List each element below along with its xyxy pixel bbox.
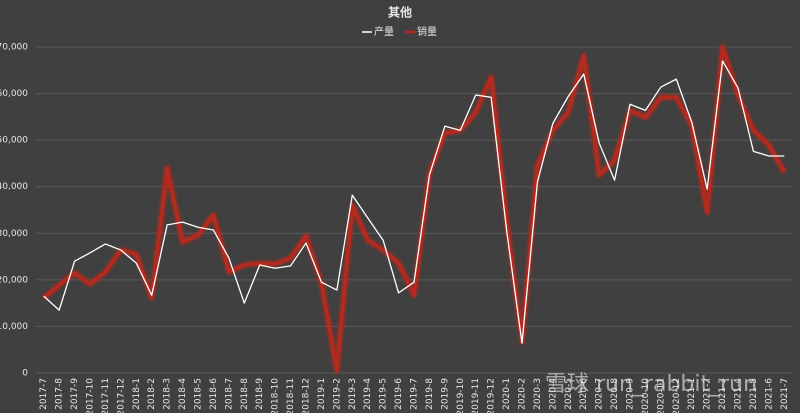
x-tick-label: 2019-4 — [363, 378, 373, 410]
x-tick-label: 2019-1 — [317, 378, 327, 410]
x-tick-label: 2019-9 — [440, 378, 450, 410]
x-tick-label: 2021-4 — [734, 378, 744, 410]
x-tick-label: 2018-6 — [209, 378, 219, 410]
x-tick-label: 2020-8 — [610, 378, 620, 410]
x-tick-label: 2017-8 — [55, 378, 65, 410]
x-tick-label: 2018-10 — [271, 378, 281, 413]
x-tick-label: 2019-6 — [394, 378, 404, 410]
x-tick-label: 2019-8 — [425, 378, 435, 410]
x-tick-label: 2020-1 — [502, 378, 512, 410]
x-tick-label: 2019-2 — [332, 378, 342, 410]
x-tick-label: 2021-3 — [718, 378, 728, 410]
x-tick-label: 2020-5 — [564, 378, 574, 410]
y-tick-label: 40,000 — [0, 182, 28, 192]
x-tick-label: 2018-2 — [147, 378, 157, 410]
y-tick-label: 60,000 — [0, 89, 28, 99]
legend-text: 产量 — [374, 25, 394, 38]
x-tick-label: 2018-8 — [240, 378, 250, 410]
x-tick-label: 2019-5 — [379, 378, 389, 410]
legend-text: 销量 — [417, 25, 437, 38]
x-tick-label: 2020-12 — [672, 378, 682, 413]
x-tick-label: 2018-12 — [302, 378, 312, 413]
x-tick-label: 2019-7 — [410, 378, 420, 410]
series-line — [43, 60, 785, 344]
x-tick-label: 2019-3 — [348, 378, 358, 410]
y-tick-label: 70,000 — [0, 43, 28, 53]
x-tick-label: 2017-9 — [70, 378, 80, 410]
x-tick-label: 2017-12 — [116, 378, 126, 413]
x-tick-label: 2020-10 — [641, 378, 651, 413]
watermark: 雪球 run_rabbit_run — [545, 372, 757, 397]
y-tick-label: 30,000 — [0, 229, 28, 239]
x-tick-label: 2020-7 — [595, 378, 605, 410]
x-tick-label: 2018-11 — [286, 378, 296, 413]
x-tick-label: 2018-5 — [194, 378, 204, 410]
x-tick-label: 2021-2 — [703, 378, 713, 410]
x-tick-label: 2020-6 — [579, 378, 589, 410]
x-tick-label: 2019-12 — [487, 378, 497, 413]
x-tick-label: 2021-1 — [687, 378, 697, 410]
x-tick-label: 2020-2 — [518, 378, 528, 410]
plot — [41, 44, 787, 374]
x-tick-label: 2019-11 — [471, 378, 481, 413]
x-tick-label: 2017-7 — [39, 378, 49, 410]
x-tick-label: 2018-1 — [132, 378, 142, 410]
y-tick-label: 0 — [22, 369, 28, 379]
x-tick-label: 2021-5 — [749, 378, 759, 410]
x-tick-label: 2021-7 — [780, 378, 790, 410]
x-tick-label: 2020-4 — [548, 378, 558, 410]
x-tick-label: 2018-7 — [224, 378, 234, 410]
y-tick-label: 10,000 — [0, 322, 28, 332]
x-tick-label: 2021-6 — [764, 378, 774, 410]
x-tick-label: 2020-3 — [533, 378, 543, 410]
x-tick-label: 2019-10 — [456, 378, 466, 413]
x-tick-label: 2018-9 — [255, 378, 265, 410]
y-tick-label: 50,000 — [0, 136, 28, 146]
x-tick-label: 2020-11 — [656, 378, 666, 413]
x-tick-label: 2017-10 — [86, 378, 96, 413]
x-tick-label: 2020-9 — [626, 378, 636, 410]
chart-title: 其他 — [388, 5, 412, 20]
series-line — [42, 45, 786, 373]
x-tick-label: 2018-4 — [178, 378, 188, 410]
x-tick-label: 2017-11 — [101, 378, 111, 413]
y-tick-label: 20,000 — [0, 275, 28, 285]
x-tick-label: 2018-3 — [163, 378, 173, 410]
